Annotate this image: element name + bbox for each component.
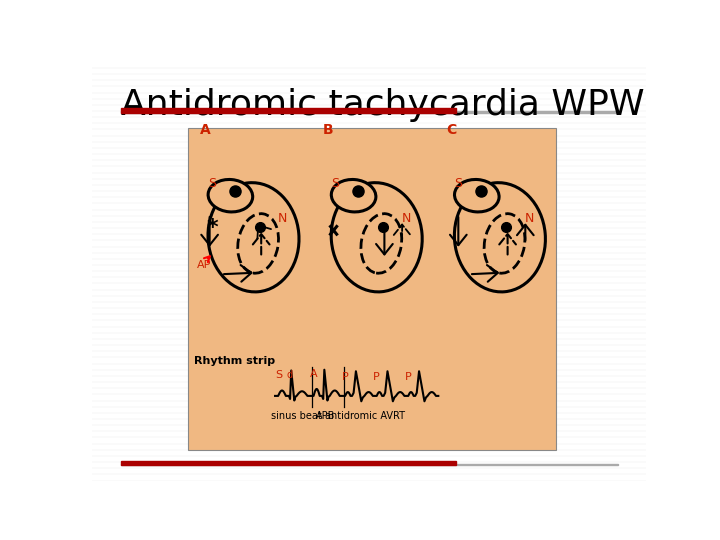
Text: P: P <box>405 372 412 382</box>
Ellipse shape <box>454 179 499 212</box>
Text: Rhythm strip: Rhythm strip <box>194 356 275 366</box>
Text: A: A <box>199 123 210 137</box>
Text: N: N <box>524 212 534 225</box>
Text: N: N <box>278 212 287 225</box>
Ellipse shape <box>238 214 279 273</box>
Text: P: P <box>374 372 380 382</box>
Bar <box>121 111 618 112</box>
Bar <box>121 108 456 112</box>
Bar <box>121 464 618 465</box>
Text: APB: APB <box>316 411 336 421</box>
Text: S: S <box>331 177 339 190</box>
Text: S: S <box>454 177 462 190</box>
Text: AP: AP <box>197 260 212 270</box>
Ellipse shape <box>331 183 422 292</box>
Text: C: C <box>446 123 456 137</box>
Text: A: A <box>310 369 318 379</box>
Ellipse shape <box>331 179 376 212</box>
Text: d: d <box>287 370 293 381</box>
Bar <box>121 461 456 465</box>
Text: S: S <box>275 370 282 381</box>
Text: *: * <box>206 218 217 238</box>
Text: B: B <box>323 123 333 137</box>
Bar <box>188 128 556 450</box>
Text: antidromic AVRT: antidromic AVRT <box>325 411 405 421</box>
Text: S: S <box>208 177 216 190</box>
Ellipse shape <box>208 179 253 212</box>
Ellipse shape <box>208 183 299 292</box>
Ellipse shape <box>484 214 525 273</box>
Text: sinus beat: sinus beat <box>271 411 322 421</box>
Ellipse shape <box>361 214 402 273</box>
Text: Antidromic tachycardia WPW: Antidromic tachycardia WPW <box>121 88 644 122</box>
Ellipse shape <box>454 183 546 292</box>
Text: N: N <box>401 212 410 225</box>
Text: P: P <box>342 372 348 382</box>
